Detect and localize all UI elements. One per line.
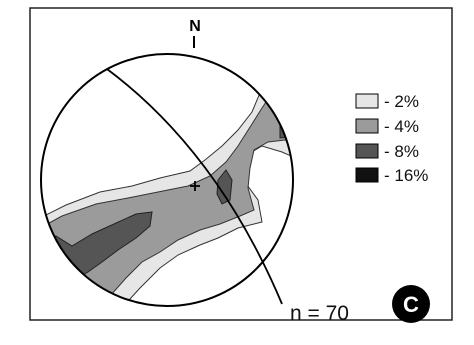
legend-swatch-16-percent [355, 167, 379, 183]
legend: - 2% - 4% - 8% - 16% [355, 92, 428, 185]
legend-label-8-percent: - 8% [384, 142, 419, 161]
north-label: N [189, 18, 201, 35]
center-cross [190, 181, 200, 191]
legend-label-4-percent: - 4% [384, 117, 419, 136]
great-circle-arc [106, 68, 283, 305]
panel-frame [29, 7, 453, 321]
sample-count: n = 70 [290, 302, 349, 325]
legend-swatch-8-percent [355, 143, 379, 159]
stereonet-primitive-circle [40, 53, 294, 307]
legend-swatch-2-percent [355, 93, 379, 109]
contour-2-percent [41, 61, 293, 306]
legend-label-16-percent: - 16% [384, 166, 428, 185]
panel-label: C [403, 292, 419, 317]
contour-4-percent [41, 77, 293, 306]
contour-8-percent-center [216, 169, 233, 205]
legend-label-2-percent: - 2% [384, 92, 419, 111]
panel-badge [392, 285, 430, 323]
density-contours [41, 61, 293, 306]
legend-swatch-4-percent [355, 118, 379, 134]
contour-16-percent [292, 100, 293, 129]
